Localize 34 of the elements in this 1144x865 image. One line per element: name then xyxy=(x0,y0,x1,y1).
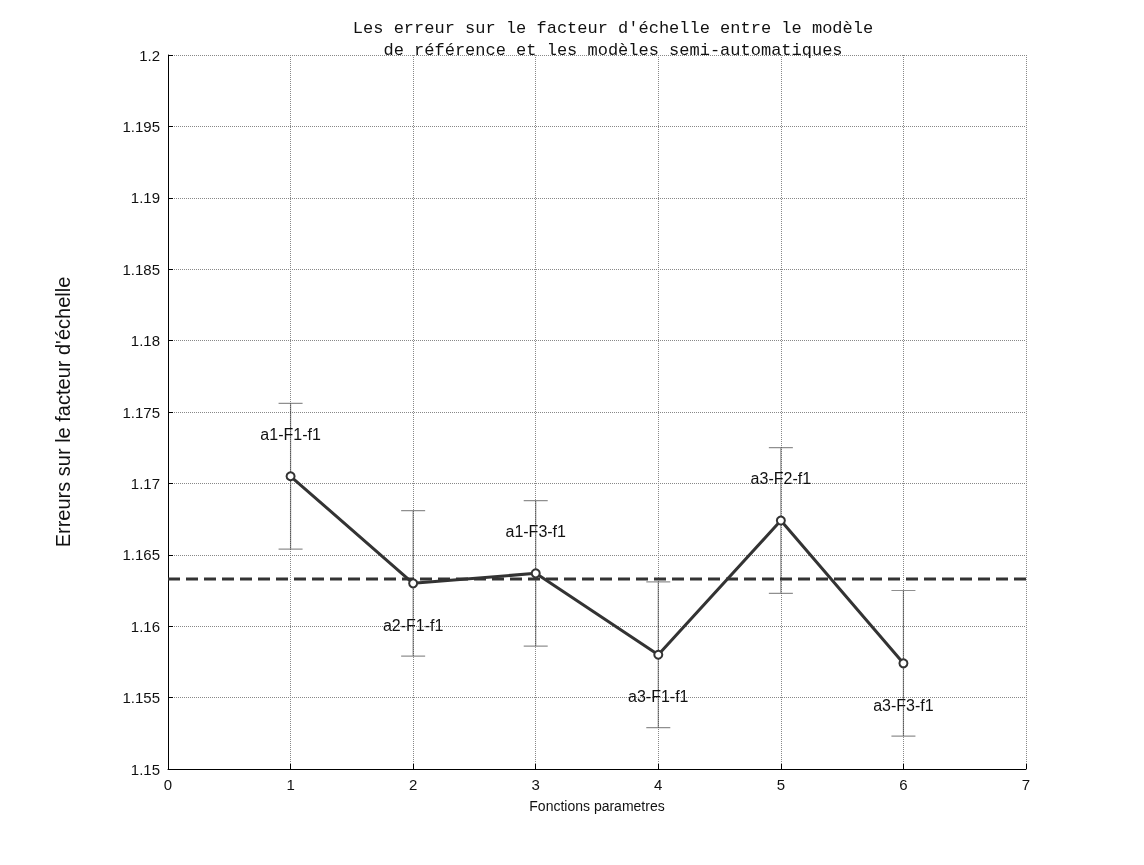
x-tick-label: 5 xyxy=(776,776,786,793)
point xyxy=(530,568,541,579)
x-tick-label: 0 xyxy=(163,776,173,793)
y-tick-label: 1.15 xyxy=(130,760,160,778)
y-tick-label: 1.185 xyxy=(122,260,160,278)
point xyxy=(653,649,664,660)
annotation: a2-F1-f1 xyxy=(382,616,444,634)
y-tick-label: 1.195 xyxy=(122,117,160,135)
x-tick-label: 1 xyxy=(286,776,295,793)
annotation: a3-F1-f1 xyxy=(628,688,689,706)
y-tick-label: 1.155 xyxy=(122,689,160,707)
y-axis-title: Erreurs sur le facteur d'échelle xyxy=(52,276,74,548)
point xyxy=(898,658,909,669)
x-tick-label: 2 xyxy=(408,776,418,793)
y-tick-label: 1.175 xyxy=(122,403,160,421)
x-axis-title: Fonctions parametres xyxy=(529,798,665,814)
x-tick-label: 3 xyxy=(531,776,540,793)
y-tick-label: 1.165 xyxy=(122,546,160,564)
point xyxy=(775,515,786,526)
annotation: a1-F3-f1 xyxy=(505,522,567,540)
y-tick-label: 1.2 xyxy=(139,46,160,64)
point xyxy=(285,471,296,482)
x-tick-label: 4 xyxy=(654,776,663,793)
x-tick-label: 7 xyxy=(1021,776,1031,793)
annotation: a3-F2-f1 xyxy=(750,470,812,488)
y-tick-label: 1.17 xyxy=(130,474,160,492)
point xyxy=(408,578,419,589)
annotation: a3-F3-f1 xyxy=(873,696,934,714)
x-tick-label: 6 xyxy=(899,776,908,793)
y-tick-label: 1.16 xyxy=(130,617,160,635)
annotation: a1-F1-f1 xyxy=(260,425,321,443)
y-tick-label: 1.19 xyxy=(130,189,160,207)
y-tick-label: 1.18 xyxy=(130,332,160,350)
chart-title: Les erreur sur le facteur d'échelle entre le modèle de référence et les modèles semi-automatiques xyxy=(352,18,874,60)
